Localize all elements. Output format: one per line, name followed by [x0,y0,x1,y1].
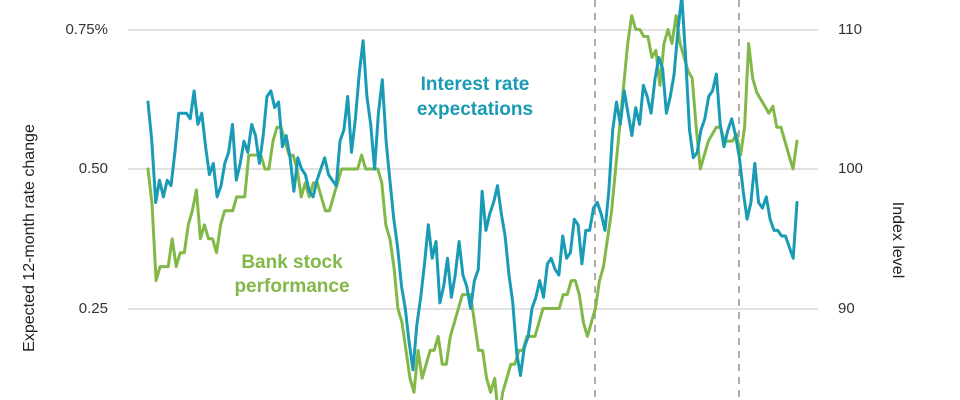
rates-series-label: expectations [417,99,533,120]
right-tick-label: 100 [838,160,863,177]
gridlines [128,29,818,310]
left-axis-title: Expected 12-month rate change [21,124,38,352]
series-layer [146,0,799,400]
rates-series-label: Interest rate [421,74,530,95]
right-tick-label: 110 [838,21,862,38]
right-axis-title: Index level [889,202,906,279]
series-line-bank-stock-performance [146,14,799,400]
reference-lines [594,0,740,400]
bank-series-label: Bank stock [241,252,343,273]
bank-series-label: performance [234,276,349,297]
left-tick-label: 0.50 [79,160,108,177]
left-tick-label: 0.75% [65,21,108,38]
left-tick-label: 0.25 [79,300,108,317]
series-line-interest-rate-expectations [146,0,799,377]
right-tick-label: 90 [838,300,855,317]
